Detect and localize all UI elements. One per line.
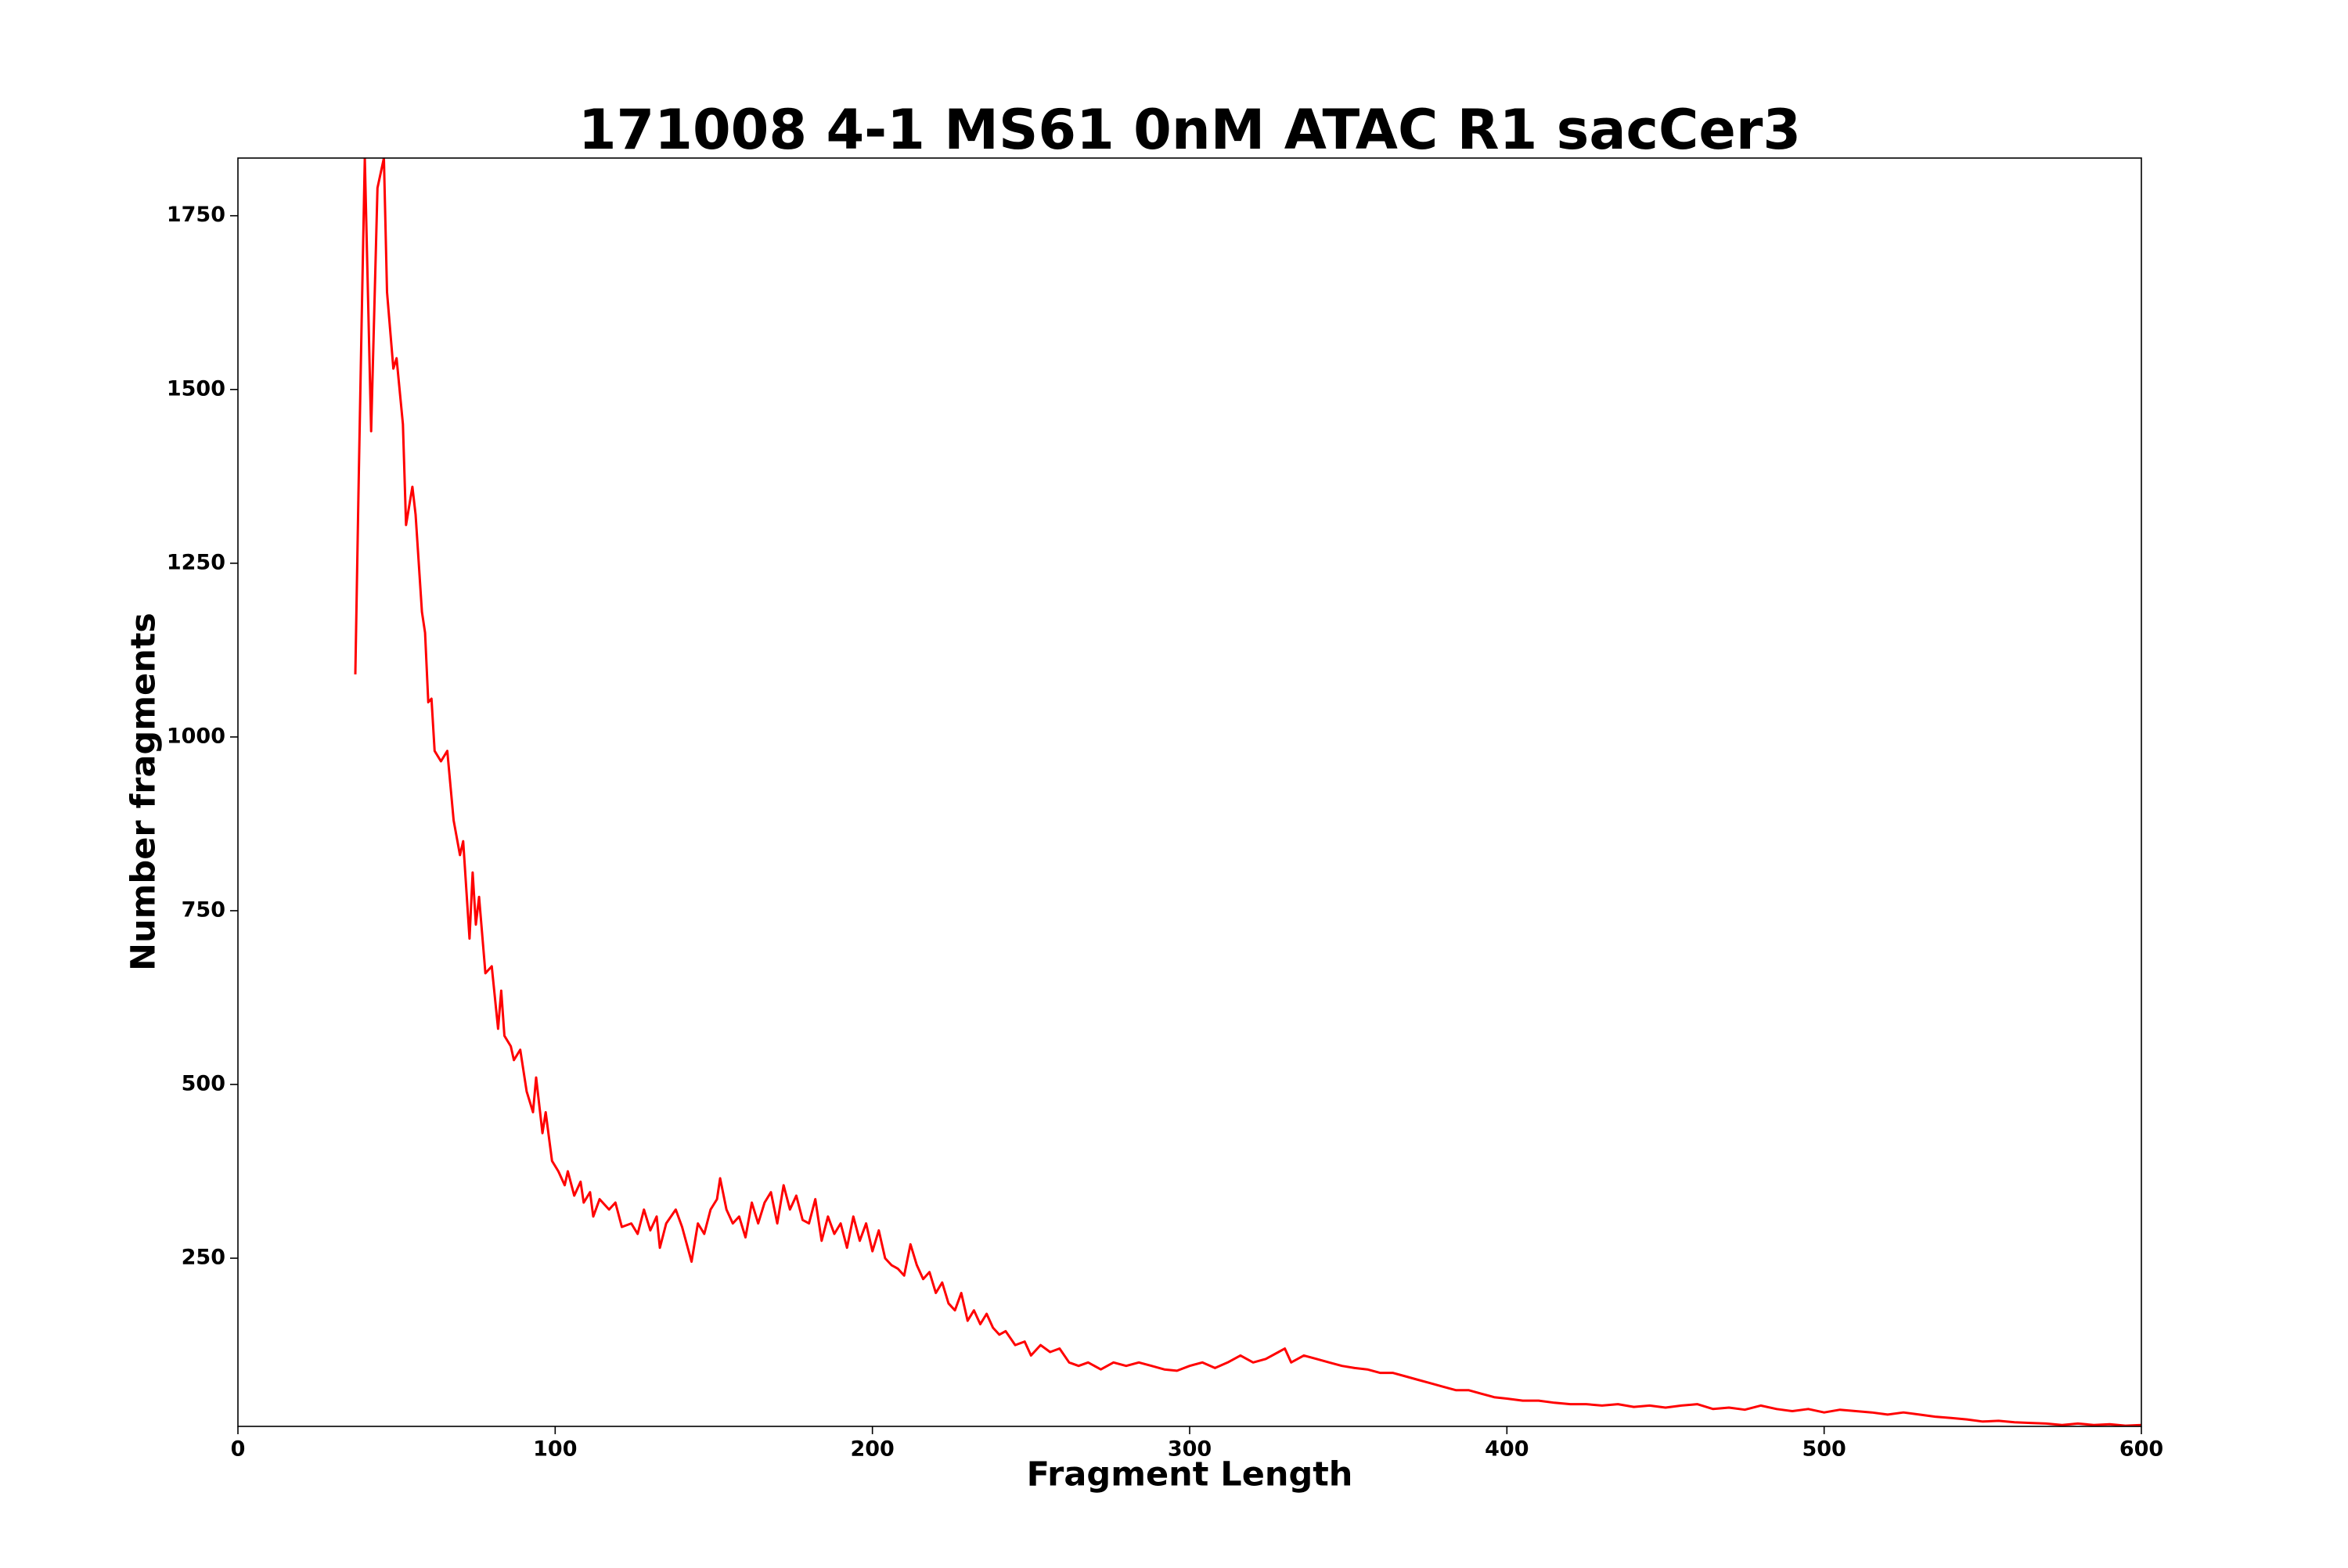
x-tick-label: 400 [1485, 1437, 1529, 1462]
chart-title: 171008 4-1 MS61 0nM ATAC R1 sacCer3 [578, 98, 1801, 162]
data-line [354, 158, 2141, 1426]
y-axis-label: Number fragments [124, 613, 164, 971]
y-tick-label: 250 [182, 1246, 225, 1270]
plot-frame [237, 157, 2142, 1427]
y-tick-label: 1000 [167, 724, 225, 748]
x-tick-label: 500 [1802, 1437, 1846, 1462]
x-tick-label: 300 [1168, 1437, 1212, 1462]
x-tick-label: 200 [850, 1437, 894, 1462]
y-tick-label: 750 [182, 897, 225, 922]
y-tick-label: 1250 [167, 550, 225, 574]
y-tick-label: 1750 [167, 203, 225, 227]
x-tick-label: 0 [231, 1437, 246, 1462]
x-tick-label: 100 [533, 1437, 577, 1462]
x-axis-label: Fragment Length [1027, 1455, 1353, 1494]
y-tick-label: 1500 [167, 376, 225, 401]
x-tick-label: 600 [2119, 1437, 2163, 1462]
plot-area [354, 158, 2141, 1426]
y-tick-label: 500 [182, 1071, 225, 1095]
